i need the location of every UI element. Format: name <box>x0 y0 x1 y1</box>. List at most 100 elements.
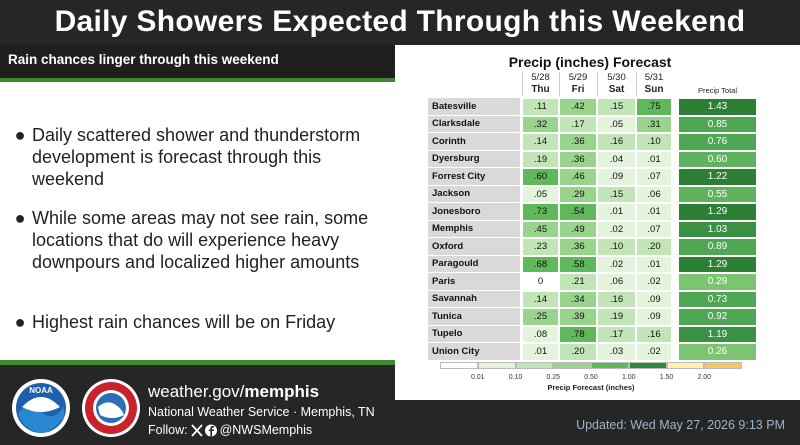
precip-cell: 0 <box>522 273 559 291</box>
nws-cloud <box>98 402 124 418</box>
row-name: Tupelo <box>428 325 520 343</box>
day-header: Fri <box>571 84 585 95</box>
precip-cell: .78 <box>559 325 597 343</box>
row-name: Corinth <box>428 133 520 151</box>
noaa-bird <box>22 397 60 412</box>
precip-cell: .68 <box>522 255 559 273</box>
precip-cell: .04 <box>597 150 636 168</box>
precip-cell: .17 <box>597 325 636 343</box>
total-cell: 0.85 <box>678 115 757 133</box>
table-title: Precip (inches) Forecast <box>508 54 672 70</box>
precip-cell: .21 <box>559 273 597 291</box>
legend-tick: 0.25 <box>546 374 561 381</box>
precip-cell: .45 <box>522 220 559 238</box>
precip-cell: .10 <box>597 238 636 256</box>
legend-tick: 0.01 <box>470 374 485 381</box>
row-name: Oxford <box>428 238 520 256</box>
precip-cell: .42 <box>559 98 597 116</box>
precip-cell: .11 <box>522 98 559 116</box>
total-cell: 0.76 <box>678 133 757 151</box>
precip-cell: .01 <box>636 203 672 221</box>
precip-cell: .36 <box>559 150 597 168</box>
total-cell: 0.55 <box>678 185 757 203</box>
precip-cell: .07 <box>636 168 672 186</box>
fb-f <box>208 425 214 436</box>
precip-cell: .39 <box>559 308 597 326</box>
total-cell: 1.22 <box>678 168 757 186</box>
total-cell: 1.29 <box>678 255 757 273</box>
precip-cell: .02 <box>597 255 636 273</box>
precip-cell: .09 <box>636 308 672 326</box>
precip-cell: .02 <box>636 273 672 291</box>
precip-cell: .25 <box>522 308 559 326</box>
total-cell: 0.60 <box>678 150 757 168</box>
precip-cell: .16 <box>597 290 636 308</box>
x-icon <box>190 423 203 437</box>
total-cell: 0.73 <box>678 290 757 308</box>
precip-cell: .01 <box>636 255 672 273</box>
subtitle-bar <box>0 45 395 78</box>
bullet-text: Highest rain chances will be on Friday <box>32 312 336 332</box>
row-name: Union City <box>428 343 520 361</box>
legend-tick: 1.50 <box>659 374 674 381</box>
total-cell: 1.43 <box>678 98 757 116</box>
day-header: Thu <box>531 84 550 95</box>
precip-cell: .73 <box>522 203 559 221</box>
bullet: ● Highest rain chances will be on Friday <box>14 312 336 332</box>
day-header: Sat <box>608 84 625 95</box>
title: Daily Showers Expected Through this Week… <box>54 5 746 38</box>
website: weather.gov/memphis <box>148 382 319 402</box>
precip-cell: .31 <box>636 115 672 133</box>
date-header: 5/31 <box>644 72 664 83</box>
date-header: 5/28 <box>531 72 550 83</box>
precip-cell: .01 <box>597 203 636 221</box>
precip-cell: .05 <box>597 115 636 133</box>
follow-label: Follow: <box>148 423 188 437</box>
divider <box>0 360 395 365</box>
legend-swatch <box>591 362 629 369</box>
precip-cell: .07 <box>636 220 672 238</box>
precip-cell: .09 <box>597 168 636 186</box>
precip-cell: .36 <box>559 133 597 151</box>
precip-cell: .06 <box>597 273 636 291</box>
precip-cell: .34 <box>559 290 597 308</box>
precip-cell: .14 <box>522 290 559 308</box>
logos: NOAA <box>12 379 140 437</box>
row-name: Savannah <box>428 290 520 308</box>
site-bold: memphis <box>244 382 320 401</box>
bullet: ● While some areas may not see rain, some… <box>8 207 388 273</box>
divider <box>0 78 395 82</box>
legend-swatch <box>553 362 591 369</box>
row-name: Jackson <box>428 185 520 203</box>
precip-cell: .15 <box>597 98 636 116</box>
row-name: Paris <box>428 273 520 291</box>
total-cell: 1.19 <box>678 325 757 343</box>
precip-cell: .20 <box>559 343 597 361</box>
row-name: Jonesboro <box>428 203 520 221</box>
precip-cell: .02 <box>597 220 636 238</box>
total-cell: 1.29 <box>678 203 757 221</box>
row-name: Paragould <box>428 255 520 273</box>
handle: @NWSMemphis <box>219 423 313 437</box>
bullet-text: Daily scattered shower and thunderstorm … <box>32 125 361 189</box>
precip-cell: .16 <box>636 325 672 343</box>
header-sep <box>522 72 523 96</box>
date-header: 5/29 <box>568 72 588 83</box>
legend-tick: 1.00 <box>621 374 636 381</box>
precip-cell: .46 <box>559 168 597 186</box>
total-cell: 0.29 <box>678 273 757 291</box>
social-icons <box>190 423 217 437</box>
precip-cell: .20 <box>636 238 672 256</box>
row-name: Clarksdale <box>428 115 520 133</box>
follow: Follow: @NWSMemphis <box>148 423 312 437</box>
org: National Weather Service · Memphis, TN <box>148 405 375 419</box>
precip-cell: .14 <box>522 133 559 151</box>
legend-title: Precip Forecast (inches) <box>547 383 635 392</box>
legend-tick: 2.00 <box>697 374 712 381</box>
precip-cell: .08 <box>522 325 559 343</box>
day-header: Sun <box>644 84 664 95</box>
header-sep <box>559 72 560 96</box>
noaa-text: NOAA <box>29 386 53 395</box>
total-cell: 1.03 <box>678 220 757 238</box>
precip-cell: .05 <box>522 185 559 203</box>
